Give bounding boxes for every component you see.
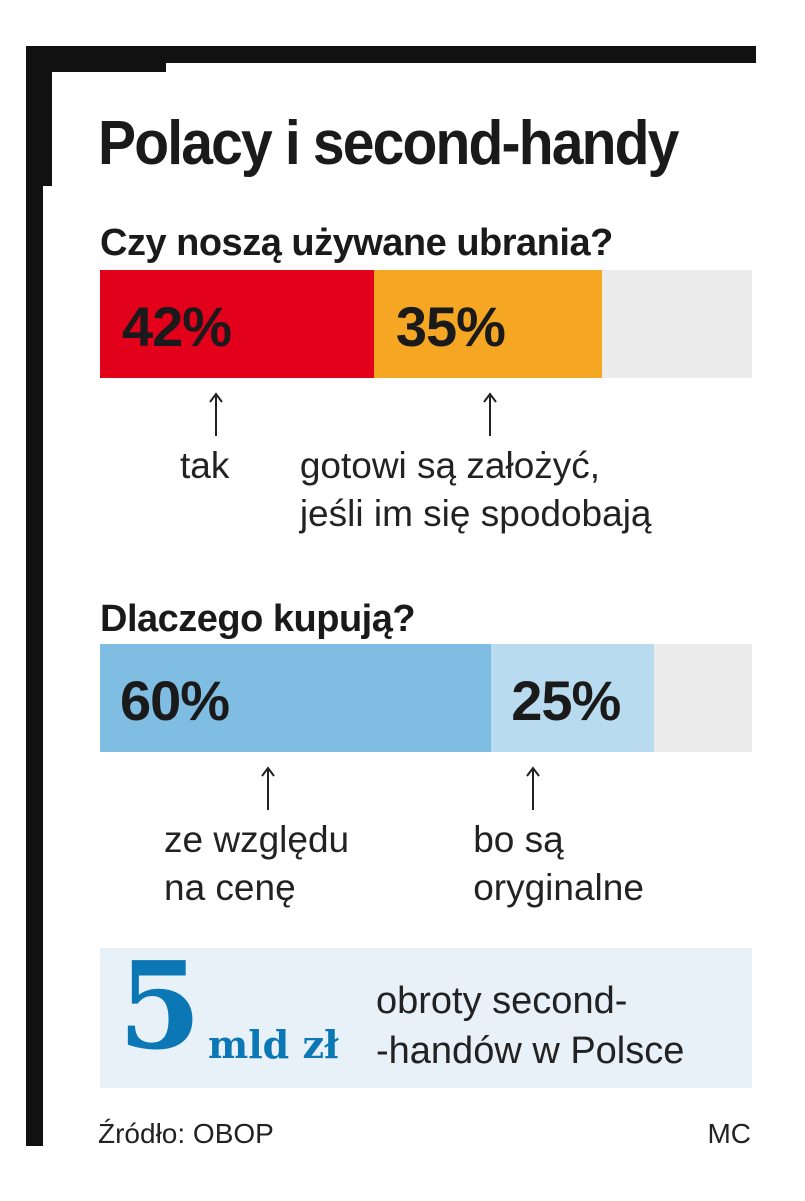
bar-caption-line: ze względu	[164, 819, 350, 860]
bar-segment-1-1: 42%	[100, 270, 374, 378]
bar-caption-line: oryginalne	[473, 867, 644, 908]
author-credit: MC	[707, 1118, 751, 1149]
bar-value-label: 42%	[122, 295, 232, 358]
bar-caption-line: bo są	[473, 819, 564, 860]
bar-segment-2-1: 60%	[100, 644, 492, 752]
infographic-title: Polacy i second-handy	[98, 109, 679, 178]
chart1-title: Czy noszą używane ubrania?	[100, 222, 613, 264]
turnover-description-line: -handów w Polsce	[376, 1030, 685, 1072]
turnover-infobox: 5 mld zł obroty second- -handów w Polsce	[100, 936, 752, 1088]
frame-vertical-bar	[26, 46, 43, 1146]
bar-caption-line: gotowi są założyć,	[299, 445, 601, 486]
bar-caption-line: jeśli im się spodobają	[299, 493, 652, 534]
turnover-description: obroty second- -handów w Polsce	[376, 976, 684, 1076]
bar-value-label: 25%	[511, 669, 621, 732]
up-arrow-icon	[483, 392, 497, 436]
bar-caption-line: tak	[180, 445, 230, 486]
up-arrow-icon	[209, 392, 223, 436]
bar-value-label: 60%	[120, 669, 230, 732]
turnover-unit: mld zł	[208, 1022, 339, 1067]
frame-corner-vertical	[26, 46, 52, 186]
bar-caption-line: na cenę	[164, 867, 296, 908]
bar-caption: gotowi są założyć, jeśli im się spodobają	[300, 442, 652, 538]
turnover-description-line: obroty second-	[376, 980, 628, 1022]
frame-horizontal-bar	[26, 46, 756, 63]
bar-caption: ze względu na cenę	[164, 816, 349, 912]
up-arrow-icon	[261, 766, 275, 810]
bar-segment-2-2: 25%	[491, 644, 655, 752]
chart2-bar-track: 60% 25%	[100, 644, 752, 752]
chart1-bar-track: 42% 35%	[100, 270, 752, 378]
bar-caption: tak	[180, 442, 229, 490]
up-arrow-icon	[526, 766, 540, 810]
bar-caption: bo są oryginalne	[473, 816, 644, 912]
bar-segment-1-2: 35%	[373, 270, 603, 378]
turnover-number: 5	[118, 936, 202, 1077]
chart2-title: Dlaczego kupują?	[100, 598, 416, 640]
source-credit: Źródło: OBOP	[98, 1118, 274, 1149]
bar-value-label: 35%	[395, 295, 506, 358]
